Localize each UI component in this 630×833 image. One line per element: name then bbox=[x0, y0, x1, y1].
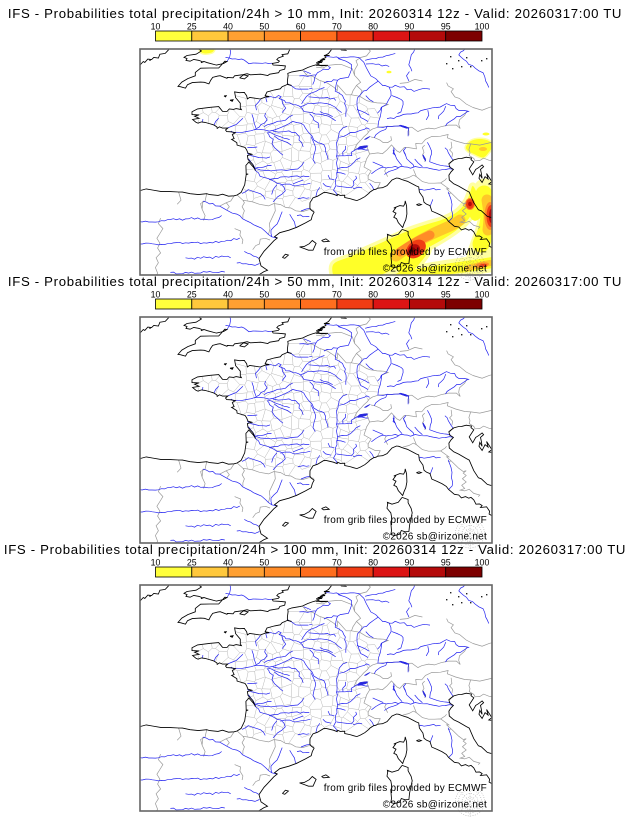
svg-text:95: 95 bbox=[441, 289, 451, 299]
svg-text:©2026 sb@irizone.net: ©2026 sb@irizone.net bbox=[383, 532, 487, 543]
svg-text:95: 95 bbox=[441, 557, 451, 567]
svg-text:10: 10 bbox=[151, 289, 161, 299]
svg-text:90: 90 bbox=[405, 21, 415, 31]
svg-text:60: 60 bbox=[296, 21, 306, 31]
svg-text:25: 25 bbox=[187, 21, 197, 31]
svg-text:100: 100 bbox=[475, 21, 490, 31]
svg-text:100: 100 bbox=[475, 289, 490, 299]
svg-text:IFS - Probabilities total prec: IFS - Probabilities total precipitation/… bbox=[4, 542, 626, 557]
svg-text:90: 90 bbox=[405, 289, 415, 299]
svg-text:IFS - Probabilities total prec: IFS - Probabilities total precipitation/… bbox=[8, 6, 622, 21]
svg-text:90: 90 bbox=[405, 557, 415, 567]
svg-text:70: 70 bbox=[332, 289, 342, 299]
svg-text:95: 95 bbox=[441, 21, 451, 31]
svg-text:25: 25 bbox=[187, 289, 197, 299]
svg-text:IFS - Probabilities total prec: IFS - Probabilities total precipitation/… bbox=[8, 274, 622, 289]
svg-text:50: 50 bbox=[259, 21, 269, 31]
svg-text:60: 60 bbox=[296, 557, 306, 567]
svg-text:70: 70 bbox=[332, 21, 342, 31]
svg-text:from grib files provided by EC: from grib files provided by ECMWF bbox=[324, 247, 487, 258]
svg-text:25: 25 bbox=[187, 557, 197, 567]
svg-text:50: 50 bbox=[259, 557, 269, 567]
svg-text:80: 80 bbox=[368, 289, 378, 299]
svg-text:10: 10 bbox=[151, 557, 161, 567]
svg-text:10: 10 bbox=[151, 21, 161, 31]
svg-text:40: 40 bbox=[223, 21, 233, 31]
svg-text:70: 70 bbox=[332, 557, 342, 567]
svg-text:60: 60 bbox=[296, 289, 306, 299]
svg-text:50: 50 bbox=[259, 289, 269, 299]
svg-text:80: 80 bbox=[368, 557, 378, 567]
svg-text:©2026 sb@irizone.net: ©2026 sb@irizone.net bbox=[383, 264, 487, 275]
svg-text:80: 80 bbox=[368, 21, 378, 31]
svg-text:100: 100 bbox=[475, 557, 490, 567]
svg-text:©2026 sb@irizone.net: ©2026 sb@irizone.net bbox=[383, 800, 487, 811]
svg-text:40: 40 bbox=[223, 289, 233, 299]
svg-text:from grib files provided by EC: from grib files provided by ECMWF bbox=[324, 515, 487, 526]
svg-text:40: 40 bbox=[223, 557, 233, 567]
svg-text:from grib files provided by EC: from grib files provided by ECMWF bbox=[324, 783, 487, 794]
